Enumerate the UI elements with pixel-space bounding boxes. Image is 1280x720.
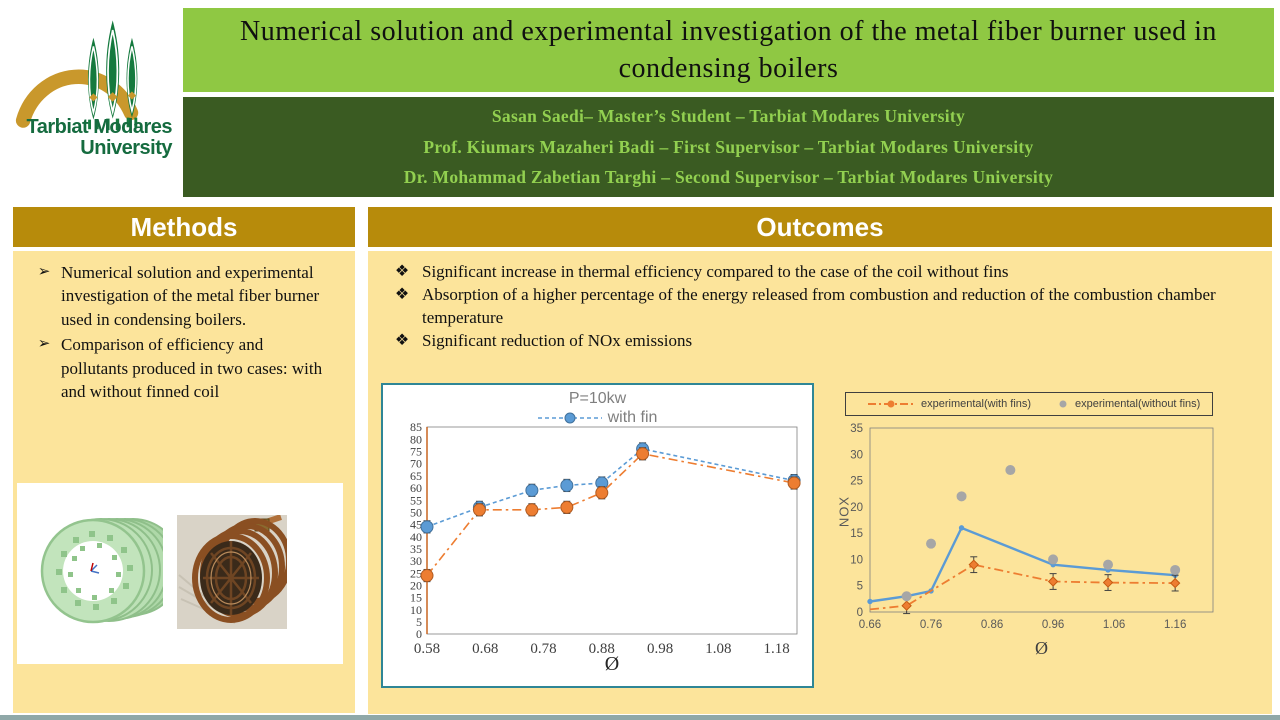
outcomes-bullet-1: ❖ Significant increase in thermal effici…: [382, 261, 1262, 283]
nox-chart-xlabel: Ø: [1035, 638, 1048, 658]
svg-text:0.66: 0.66: [859, 619, 881, 631]
svg-text:65: 65: [410, 469, 422, 483]
efficiency-chart: P=10kw with fin 0 5 10 15 20 25 30 35 40 45 50 55 60…: [381, 383, 814, 688]
tmu-logo-icon: [15, 20, 139, 131]
svg-text:70: 70: [410, 457, 422, 471]
svg-text:20: 20: [850, 502, 863, 514]
svg-text:60: 60: [410, 481, 422, 495]
without-fins-legend-sample-icon: [1059, 400, 1067, 408]
svg-text:35: 35: [410, 542, 422, 556]
outcomes-bullet-list: ❖ Significant increase in thermal effici…: [368, 261, 1272, 353]
methods-bullet-2: ➢ Comparison of efficiency and pollutant…: [27, 333, 345, 403]
methods-panel: ➢ Numerical solution and experimental in…: [13, 251, 355, 713]
svg-text:1.08: 1.08: [705, 641, 731, 657]
with-fin-legend-label: with fin: [607, 409, 658, 426]
methods-header-label: Methods: [130, 211, 238, 242]
svg-text:0: 0: [857, 607, 863, 619]
with-fin-legend-sample-icon: [537, 412, 602, 424]
svg-text:0: 0: [416, 627, 422, 641]
svg-text:20: 20: [410, 578, 422, 592]
outcomes-bullet-2: ❖ Absorption of a higher percentage of t…: [382, 284, 1262, 329]
author-line-2: Prof. Kiumars Mazaheri Badi – First Supe…: [423, 136, 1034, 157]
copper-coil-photo: [177, 515, 287, 629]
svg-text:55: 55: [410, 493, 422, 507]
arrow-bullet-icon: ➢: [37, 336, 51, 353]
logo-text-line1: Tarbiat Modares: [26, 116, 173, 138]
svg-text:0.68: 0.68: [472, 641, 498, 657]
green-finned-coil-render-image: [40, 518, 163, 624]
svg-text:25: 25: [410, 566, 422, 580]
burner-photos-box: [17, 483, 343, 664]
diamond-bullet-icon: ❖: [394, 263, 410, 280]
author-line-1: Sasan Saedi– Master’s Student – Tarbiat …: [491, 106, 966, 127]
nox-chart-ylabel: NOX: [836, 495, 852, 528]
svg-text:80: 80: [410, 432, 422, 446]
svg-text:30: 30: [410, 554, 422, 568]
svg-text:0.98: 0.98: [647, 641, 673, 657]
svg-text:75: 75: [410, 445, 422, 459]
svg-text:1.06: 1.06: [1103, 619, 1125, 631]
nox-chart: experimental(with fins) experimental(wit…: [830, 388, 1242, 688]
diamond-bullet-icon: ❖: [394, 332, 410, 350]
svg-text:35: 35: [850, 423, 863, 435]
logo-text-line2: University: [80, 137, 172, 159]
author-line-3: Dr. Mohammad Zabetian Targhi – Second Su…: [403, 166, 1054, 187]
svg-text:25: 25: [850, 476, 863, 488]
university-logo: Tarbiat Modares University: [0, 0, 183, 200]
efficiency-chart-legend: with fin: [383, 409, 812, 427]
legend-without-fins: experimental(without fins): [1058, 398, 1200, 410]
legend-with-fins: experimental(with fins): [846, 398, 1058, 410]
bottom-accent-strip: [0, 715, 1280, 720]
with-fins-legend-sample-icon: [868, 400, 914, 408]
svg-text:45: 45: [410, 518, 422, 532]
svg-text:0.96: 0.96: [1042, 619, 1064, 631]
svg-text:50: 50: [410, 505, 422, 519]
methods-bullet-list: ➢ Numerical solution and experimental in…: [13, 261, 355, 404]
svg-text:0.76: 0.76: [920, 619, 942, 631]
svg-text:30: 30: [850, 449, 863, 461]
efficiency-chart-xlabel: Ø: [604, 653, 620, 675]
svg-text:85: 85: [410, 420, 422, 434]
methods-header: Methods: [13, 207, 355, 247]
svg-text:0.58: 0.58: [414, 641, 440, 657]
methods-bullet-1: ➢ Numerical solution and experimental in…: [27, 261, 345, 331]
svg-text:1.16: 1.16: [1164, 619, 1186, 631]
nox-chart-legend: experimental(with fins) experimental(wit…: [845, 392, 1213, 416]
poster-title-bar: Numerical solution and experimental inve…: [183, 8, 1274, 92]
outcomes-bullet-3: ❖ Significant reduction of NOx emissions: [382, 330, 1262, 352]
svg-text:15: 15: [850, 528, 863, 540]
svg-text:10: 10: [410, 603, 422, 617]
svg-text:5: 5: [416, 615, 422, 629]
efficiency-chart-title: P=10kw: [568, 390, 627, 407]
arrow-bullet-icon: ➢: [37, 264, 51, 280]
svg-text:0.88: 0.88: [589, 641, 615, 657]
authors-bar: Sasan Saedi– Master’s Student – Tarbiat …: [183, 97, 1274, 197]
svg-text:10: 10: [850, 554, 863, 566]
nox-chart-plot: 0 5 10 15 20 25 30 35 0.66 0.76 0.86 0.96 1.06 1.16: [850, 423, 1214, 631]
svg-text:0.86: 0.86: [981, 619, 1003, 631]
svg-text:5: 5: [857, 581, 863, 593]
diamond-bullet-icon: ❖: [394, 286, 410, 304]
svg-text:0.78: 0.78: [530, 641, 556, 657]
poster-title: Numerical solution and experimental inve…: [240, 16, 1217, 84]
svg-text:15: 15: [410, 591, 422, 605]
outcomes-header-label: Outcomes: [756, 211, 884, 242]
outcomes-header: Outcomes: [368, 207, 1272, 247]
svg-text:40: 40: [410, 530, 422, 544]
svg-text:1.18: 1.18: [763, 641, 789, 657]
